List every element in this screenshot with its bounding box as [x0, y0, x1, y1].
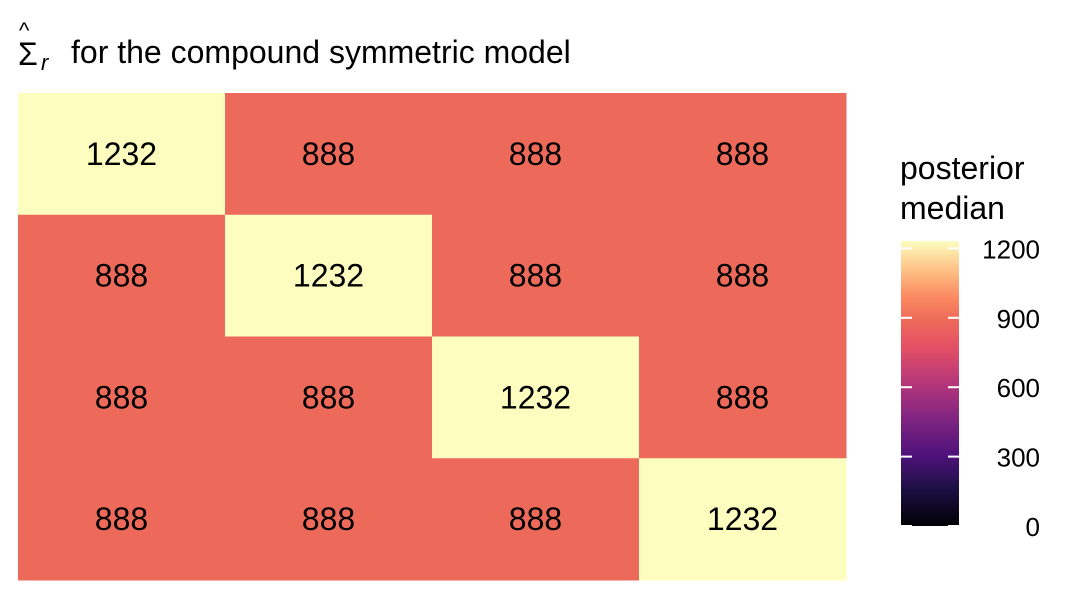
legend-tick-label-600: 600: [997, 373, 1040, 403]
heatmap-cell-r1-c1: [18, 93, 226, 216]
legend-tick-label-1200: 1200: [982, 234, 1040, 264]
heatmap-cell-r4-c2: [225, 458, 433, 581]
cell-label-r3-c2: 888: [302, 379, 355, 415]
heatmap-cell-r4-c1: [18, 458, 226, 581]
heatmap-cell-r1-c3: [432, 93, 640, 216]
cell-label-r1-c4: 888: [716, 136, 769, 172]
cell-label-r2-c4: 888: [716, 258, 769, 294]
legend-title: posterior median: [900, 148, 1025, 228]
cell-label-r3-c1: 888: [95, 379, 148, 415]
heatmap-cell-r3-c1: [18, 336, 226, 459]
cell-label-r3-c4: 888: [716, 379, 769, 415]
cell-label-r2-c3: 888: [509, 258, 562, 294]
heatmap-cell-r2-c2: [225, 214, 433, 337]
heatmap-cell-r3-c4: [639, 336, 847, 459]
sigma-subscript: r: [41, 50, 49, 75]
heatmap-cell-r2-c1: [18, 214, 226, 337]
heatmap-plot: 1232 888 888 888 888 1232 888 888 888 888 1232 888 8…: [18, 93, 847, 581]
heatmap-cell-r2-c3: [432, 214, 640, 337]
legend-title-line1: posterior: [900, 150, 1025, 186]
heatmap-cell-r4-c3: [432, 458, 640, 581]
heatmap-cell-r1-c4: [639, 93, 847, 216]
cell-label-r3-c3: 1232: [500, 379, 571, 415]
sigma-hat-symbol: ^ Σ r: [18, 20, 70, 80]
cell-label-r1-c1: 1232: [86, 136, 157, 172]
legend-tick-label-900: 900: [997, 304, 1040, 334]
hat-mark: ^: [19, 18, 30, 43]
cell-label-r1-c3: 888: [509, 136, 562, 172]
heatmap-cell-r1-c2: [225, 93, 433, 216]
cell-label-r4-c4: 1232: [707, 501, 778, 537]
legend-tick-label-0: 0: [1026, 512, 1040, 542]
cell-label-r2-c2: 1232: [293, 258, 364, 294]
cell-label-r1-c2: 888: [302, 136, 355, 172]
cell-label-r4-c2: 888: [302, 501, 355, 537]
heatmap-cell-r3-c2: [225, 336, 433, 459]
cell-label-r2-c1: 888: [95, 258, 148, 294]
heatmap-cell-r3-c3: [432, 336, 640, 459]
legend-title-line2: median: [900, 190, 1005, 226]
heatmap-cell-r4-c4: [639, 458, 847, 581]
legend-tick-label-300: 300: [997, 443, 1040, 473]
heatmap-cell-r2-c4: [639, 214, 847, 337]
legend-colorbar: [901, 241, 959, 526]
cell-label-r4-c1: 888: [95, 501, 148, 537]
cell-label-r4-c3: 888: [509, 501, 562, 537]
chart-title-text: for the compound symmetric model: [71, 34, 571, 70]
sigma-glyph: Σ: [18, 36, 38, 72]
